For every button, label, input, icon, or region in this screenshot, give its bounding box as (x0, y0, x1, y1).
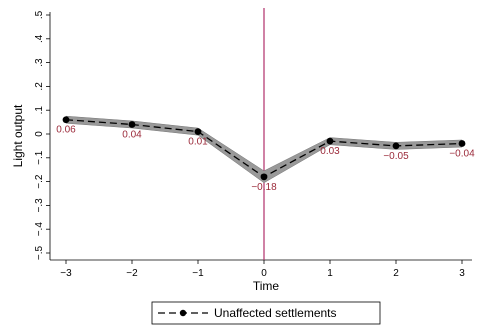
data-label: 0.03 (320, 146, 340, 157)
x-tick-label: 2 (393, 268, 399, 279)
y-tick-label: .2 (34, 82, 45, 91)
data-point (194, 128, 202, 136)
legend: Unaffected settlements (151, 301, 381, 325)
data-label: 0.01 (188, 137, 208, 148)
x-tick-label: −2 (126, 268, 138, 279)
legend-box (151, 301, 381, 325)
y-tick-label: .4 (34, 34, 45, 43)
x-ticks: −3 −2 −1 0 1 2 3 (60, 260, 465, 279)
x-tick-label: −1 (192, 268, 204, 279)
y-tick-label: −.1 (34, 150, 45, 165)
data-points (62, 116, 466, 181)
x-tick-label: 3 (459, 268, 465, 279)
y-tick-label: −.5 (34, 245, 45, 260)
legend-marker (179, 309, 187, 317)
x-axis-title: Time (253, 279, 280, 293)
x-tick-label: 0 (261, 268, 267, 279)
data-label: −0.05 (383, 151, 409, 162)
y-tick-label: −.4 (34, 222, 45, 237)
y-tick-label: −.2 (34, 174, 45, 189)
data-label: 0.06 (56, 125, 76, 136)
y-tick-label: .5 (34, 10, 45, 19)
data-point (62, 116, 70, 124)
y-tick-label: −.3 (34, 198, 45, 213)
data-point (458, 140, 466, 147)
data-label: 0.04 (122, 129, 142, 140)
y-tick-label: 0 (34, 131, 45, 137)
x-tick-label: −3 (60, 268, 72, 279)
data-labels: 0.06 0.04 0.01 −0.18 0.03 −0.05 −0.04 (56, 125, 475, 193)
data-label: −0.18 (251, 182, 277, 193)
data-point (392, 142, 400, 150)
y-tick-label: .3 (34, 58, 45, 67)
data-point (128, 121, 136, 128)
x-tick-label: 1 (327, 268, 333, 279)
data-point (326, 137, 334, 145)
y-axis-title: Light output (11, 104, 25, 167)
y-tick-label: .1 (34, 106, 45, 115)
legend-label: Unaffected settlements (214, 306, 337, 320)
y-ticks: −.5 −.4 −.3 −.2 −.1 0 .1 .2 .3 .4 .5 (34, 10, 50, 260)
data-label: −0.04 (449, 149, 475, 160)
data-point (260, 173, 268, 181)
